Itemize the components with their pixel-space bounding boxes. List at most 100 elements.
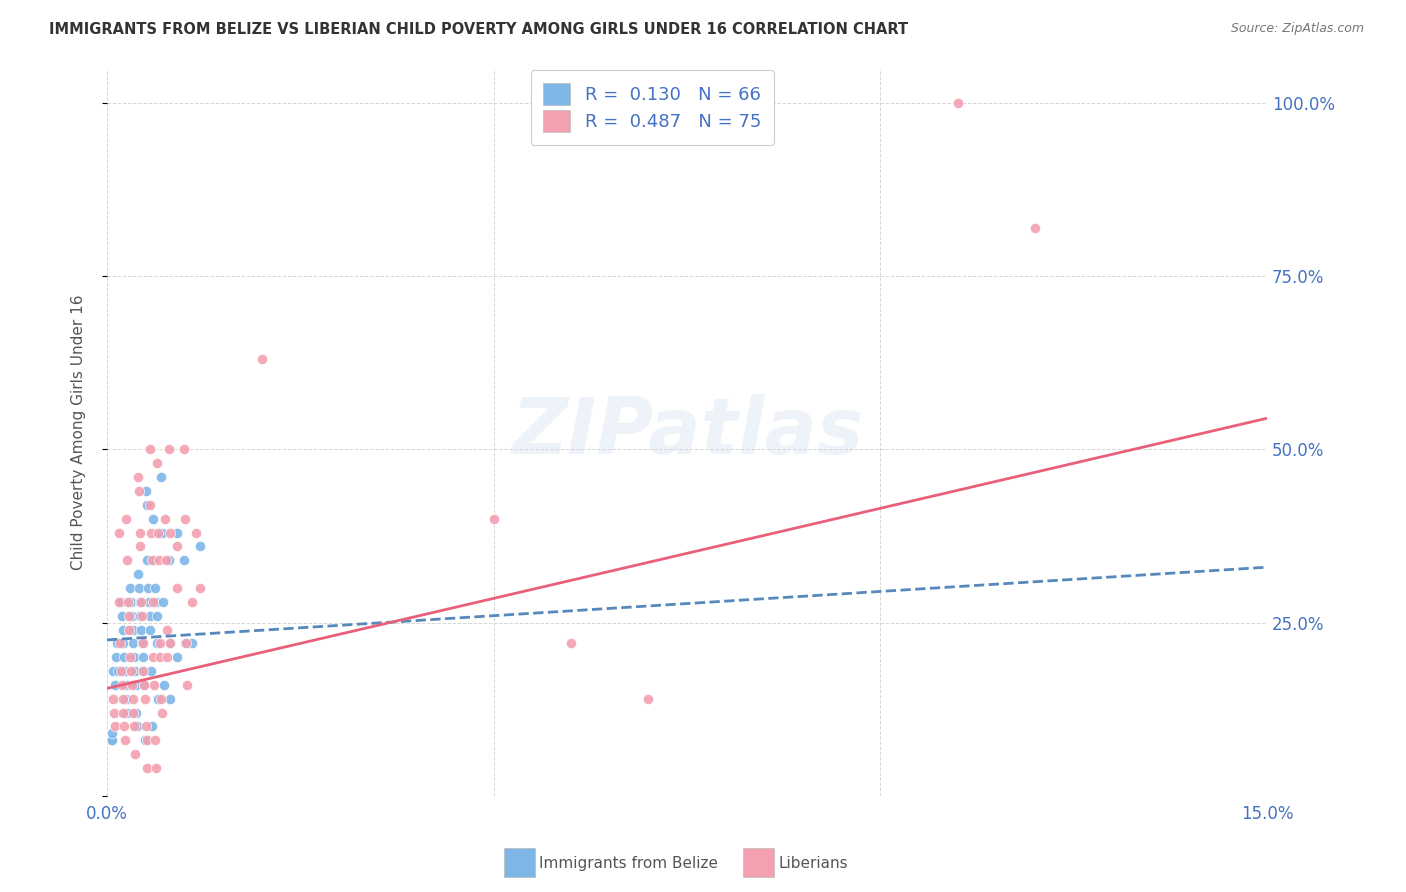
Point xyxy=(176,678,198,692)
Point xyxy=(149,650,172,665)
Point xyxy=(110,595,132,609)
Point xyxy=(181,636,204,650)
Point xyxy=(117,595,139,609)
Point xyxy=(143,581,166,595)
Point xyxy=(145,595,167,609)
Point xyxy=(159,691,181,706)
Point xyxy=(139,498,162,512)
Point xyxy=(134,678,156,692)
Point xyxy=(146,525,169,540)
Point xyxy=(188,581,211,595)
Point xyxy=(150,525,173,540)
Point xyxy=(174,636,197,650)
Point xyxy=(100,733,122,747)
Point xyxy=(155,553,177,567)
Point xyxy=(166,581,188,595)
Point xyxy=(138,595,160,609)
Point xyxy=(174,636,197,650)
Point xyxy=(135,483,157,498)
Point xyxy=(127,470,149,484)
Point xyxy=(111,691,134,706)
Point xyxy=(131,608,153,623)
Point xyxy=(560,636,582,650)
Point xyxy=(120,595,142,609)
Point xyxy=(107,664,129,678)
Point xyxy=(100,733,122,747)
Point xyxy=(143,733,166,747)
Text: Liberians: Liberians xyxy=(779,856,848,871)
Point xyxy=(105,650,128,665)
Point xyxy=(141,664,163,678)
Point xyxy=(115,512,138,526)
Point xyxy=(121,623,143,637)
Y-axis label: Child Poverty Among Girls Under 16: Child Poverty Among Girls Under 16 xyxy=(72,294,86,570)
Point xyxy=(153,512,176,526)
Point xyxy=(250,352,273,367)
Point xyxy=(128,525,150,540)
Point xyxy=(125,678,148,692)
Point xyxy=(121,678,143,692)
Point xyxy=(131,636,153,650)
Point xyxy=(125,706,148,720)
Point xyxy=(946,96,969,111)
Point xyxy=(141,525,163,540)
Point xyxy=(142,595,165,609)
Point xyxy=(108,595,131,609)
Point xyxy=(156,623,179,637)
Point xyxy=(115,691,138,706)
Point xyxy=(143,553,166,567)
Point xyxy=(136,761,159,775)
Point xyxy=(149,636,172,650)
Point xyxy=(152,595,174,609)
Text: Source: ZipAtlas.com: Source: ZipAtlas.com xyxy=(1230,22,1364,36)
Point xyxy=(166,650,188,665)
Point xyxy=(112,719,135,733)
Point xyxy=(181,595,204,609)
Point xyxy=(139,623,162,637)
Point xyxy=(105,636,128,650)
Point xyxy=(112,650,135,665)
Point xyxy=(112,636,135,650)
Point xyxy=(150,691,173,706)
Point xyxy=(121,608,143,623)
Point xyxy=(146,636,169,650)
Point xyxy=(118,623,141,637)
Point xyxy=(146,456,169,470)
Legend: R =  0.130   N = 66, R =  0.487   N = 75: R = 0.130 N = 66, R = 0.487 N = 75 xyxy=(530,70,773,145)
Point xyxy=(138,608,160,623)
Point xyxy=(122,650,145,665)
Point xyxy=(174,512,197,526)
Point xyxy=(132,664,155,678)
Point xyxy=(146,691,169,706)
Point xyxy=(129,595,152,609)
Point xyxy=(159,636,181,650)
Point xyxy=(138,442,160,457)
Point xyxy=(129,623,152,637)
Point xyxy=(127,719,149,733)
Point xyxy=(141,553,163,567)
Point xyxy=(150,706,173,720)
Point xyxy=(114,678,136,692)
Text: ZIPatlas: ZIPatlas xyxy=(510,394,863,470)
Point xyxy=(128,483,150,498)
Point xyxy=(131,650,153,665)
Point xyxy=(124,747,146,762)
Point xyxy=(157,553,180,567)
Point xyxy=(103,706,125,720)
Point xyxy=(135,719,157,733)
Point xyxy=(142,512,165,526)
Point xyxy=(184,525,207,540)
Point xyxy=(114,733,136,747)
Point xyxy=(114,664,136,678)
Point xyxy=(128,581,150,595)
Point xyxy=(148,553,170,567)
Text: IMMIGRANTS FROM BELIZE VS LIBERIAN CHILD POVERTY AMONG GIRLS UNDER 16 CORRELATIO: IMMIGRANTS FROM BELIZE VS LIBERIAN CHILD… xyxy=(49,22,908,37)
Point xyxy=(122,636,145,650)
Point xyxy=(112,706,135,720)
Point xyxy=(145,608,167,623)
Point xyxy=(110,636,132,650)
Point xyxy=(135,498,157,512)
Point xyxy=(129,608,152,623)
Point xyxy=(124,664,146,678)
Point xyxy=(166,540,188,554)
